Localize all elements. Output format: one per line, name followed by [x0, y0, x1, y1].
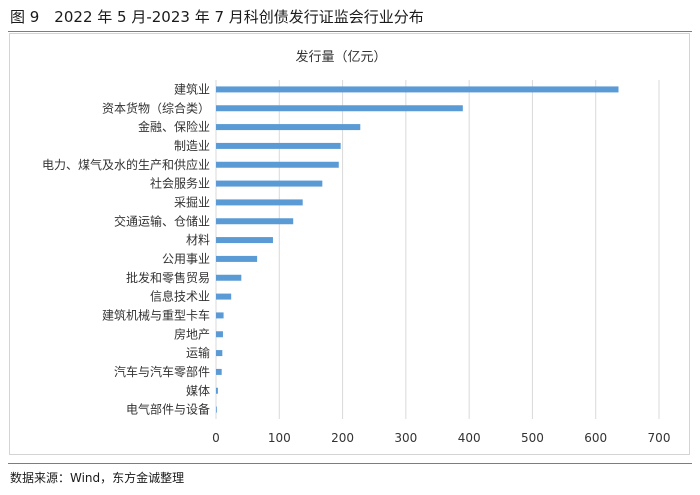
category-label: 电力、煤气及水的生产和供应业: [42, 157, 210, 172]
category-label: 电气部件与设备: [126, 402, 210, 417]
bar: [216, 86, 619, 93]
bar: [216, 124, 361, 131]
bar: [216, 218, 294, 225]
category-label: 金融、保险业: [138, 119, 210, 134]
bar: [216, 387, 218, 394]
x-tick-label: 100: [268, 431, 291, 445]
bar: [216, 274, 242, 281]
bar: [216, 161, 339, 168]
category-label: 信息技术业: [150, 289, 210, 304]
x-tick-label: 0: [212, 431, 220, 445]
bar: [216, 105, 463, 112]
bar: [216, 199, 303, 206]
x-tick-label: 200: [331, 431, 354, 445]
bar: [216, 368, 222, 375]
chart-frame: 发行量（亿元） 建筑业资本货物（综合类） 金融、保险业制造业电力、煤气及水的生产和…: [9, 33, 690, 455]
title-divider: [8, 31, 692, 32]
x-tick-labels: 0 100 200 300 400 500 600 700: [212, 431, 670, 445]
x-tick-label: 300: [394, 431, 417, 445]
grid-lines: [215, 80, 660, 419]
bar: [216, 237, 273, 244]
category-label: 社会服务业: [150, 176, 210, 191]
category-label: 汽车与汽车零部件: [114, 364, 210, 379]
category-label: 制造业: [174, 139, 210, 153]
bar: [216, 350, 223, 357]
bar: [216, 142, 341, 149]
category-label: 建筑业: [174, 81, 210, 96]
chart-title: 发行量（亿元）: [295, 49, 386, 65]
category-label: 媒体: [186, 384, 210, 398]
bars: [216, 86, 619, 413]
x-tick-label: 500: [521, 431, 544, 445]
category-label: 资本货物（综合类）: [102, 100, 210, 115]
x-tick-label: 600: [584, 431, 607, 445]
category-label: 建筑机械与重型卡车: [102, 307, 210, 322]
category-label: 交通运输、仓储业: [114, 213, 210, 228]
figure-title: 图 9 2022 年 5 月-2023 年 7 月科创债发行证监会行业分布: [10, 8, 424, 26]
category-label: 公用事业: [162, 252, 210, 266]
bar: [216, 180, 323, 187]
bar: [216, 293, 232, 300]
category-label: 批发和零售贸易: [126, 270, 210, 285]
bar: [216, 331, 223, 338]
x-tick-label: 400: [458, 431, 481, 445]
category-label: 房地产: [174, 326, 210, 341]
category-label: 运输: [186, 345, 210, 360]
category-label: 材料: [186, 233, 210, 247]
source-note: 数据来源：Wind，东方金诚整理: [10, 471, 185, 485]
source-divider: [8, 463, 692, 464]
bar: [216, 312, 224, 319]
bar: [216, 255, 258, 262]
bar: [216, 406, 217, 413]
x-tick-label: 700: [648, 431, 671, 445]
category-label: 采掘业: [174, 194, 210, 209]
